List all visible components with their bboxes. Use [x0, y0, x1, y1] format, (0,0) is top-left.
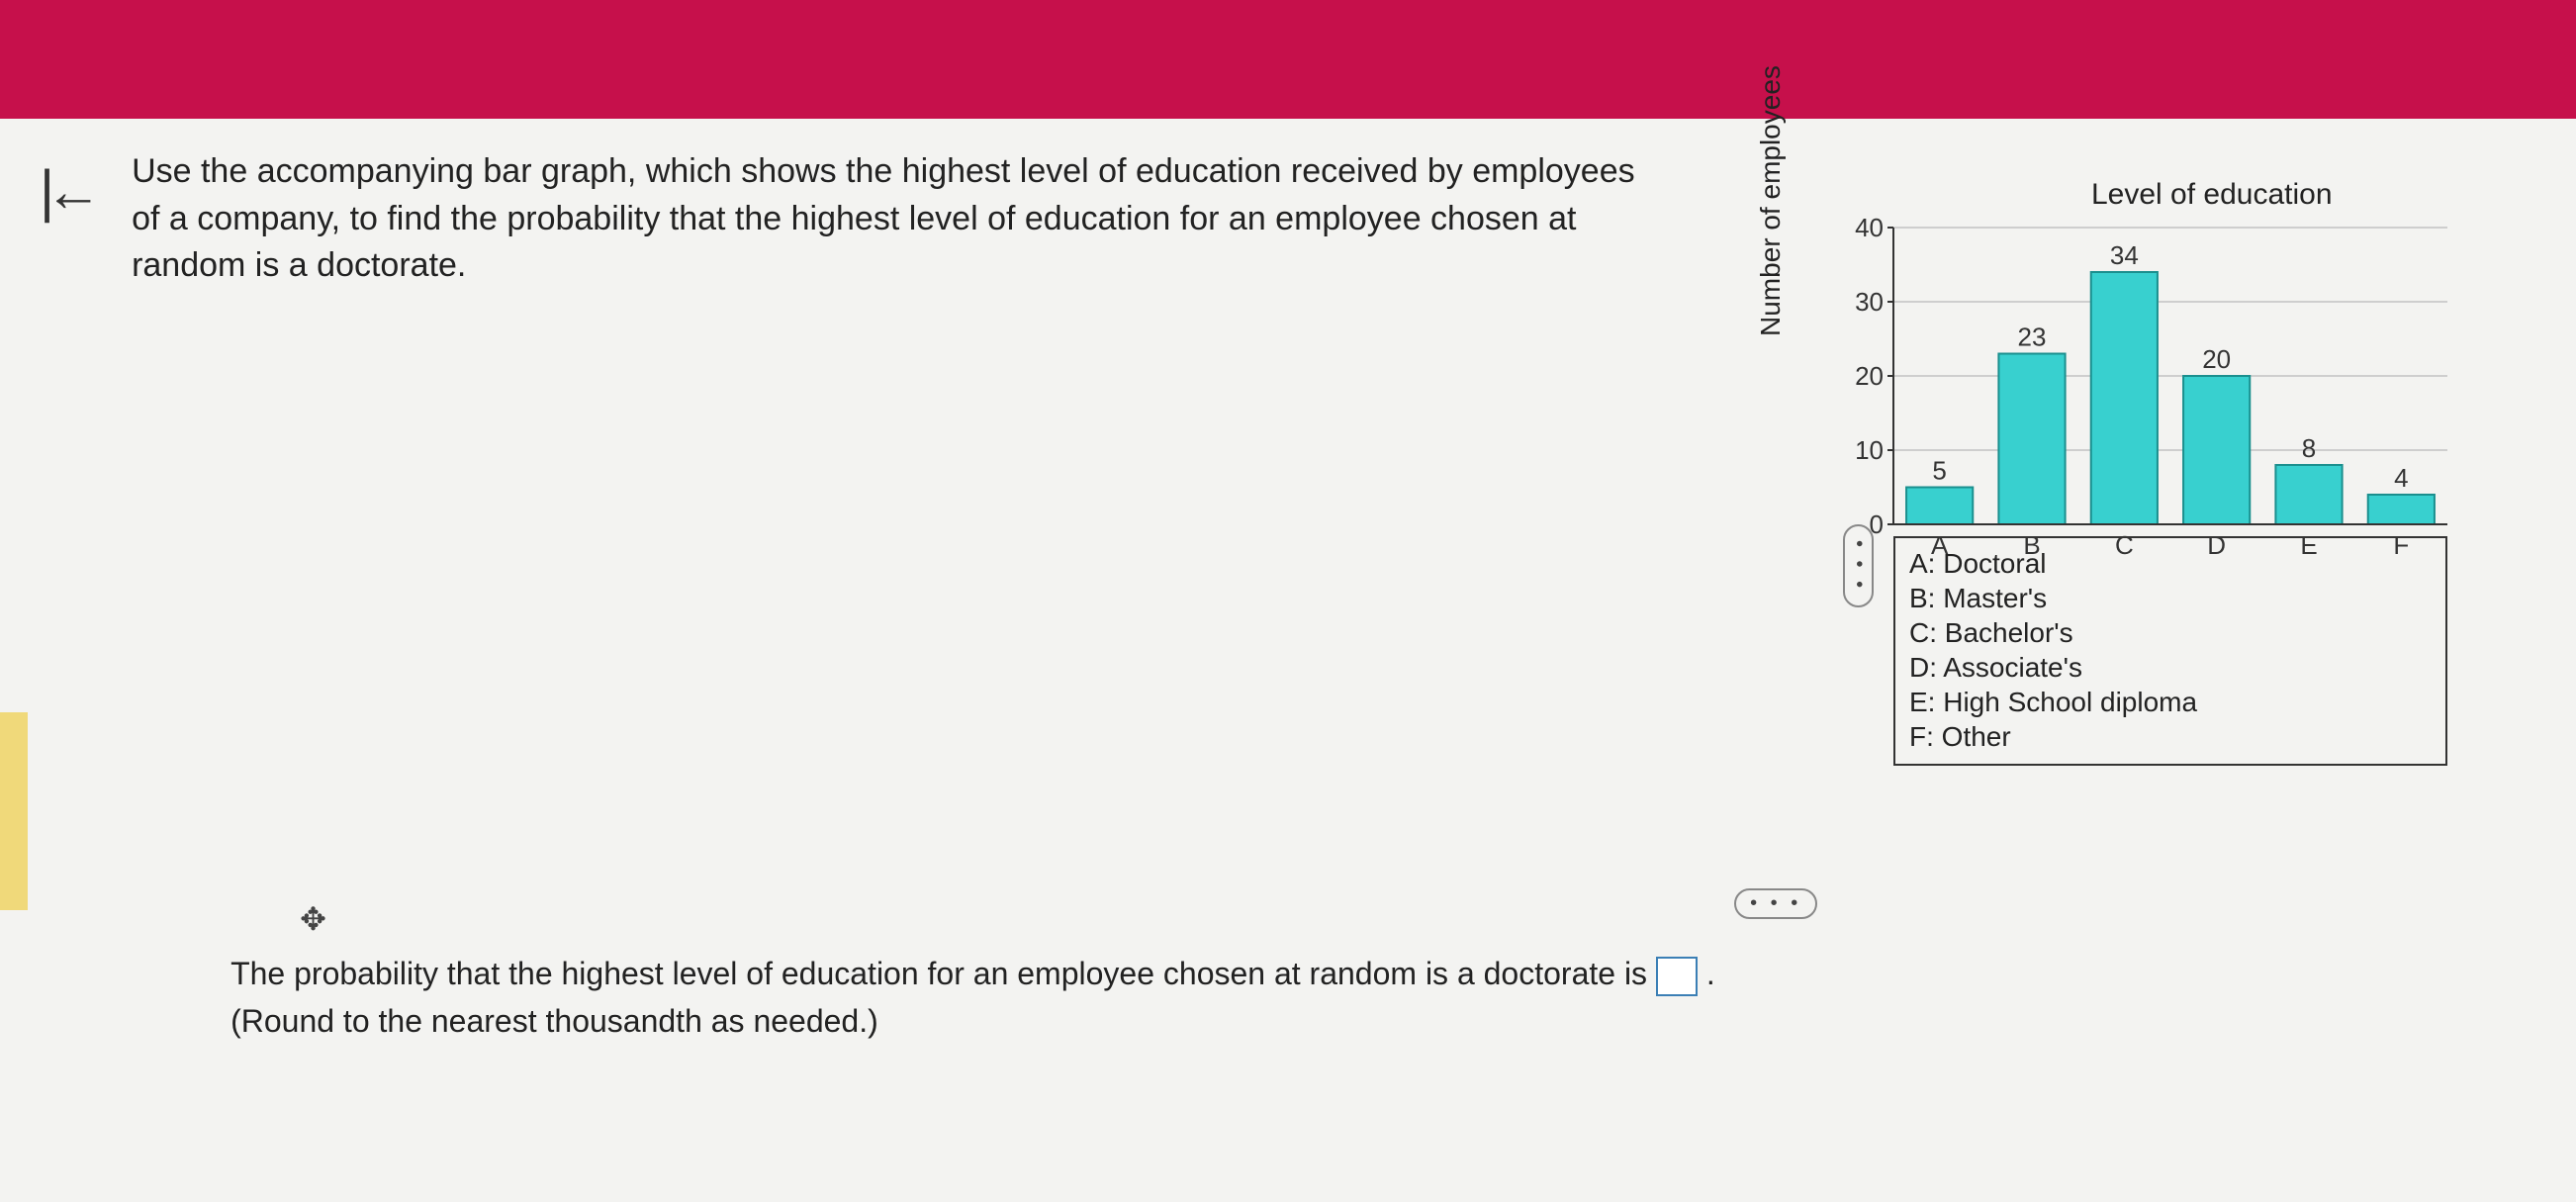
svg-text:4: 4 [2394, 463, 2408, 493]
answer-input[interactable] [1656, 957, 1698, 996]
legend-item: A: Doctoral [1909, 546, 2432, 581]
svg-text:20: 20 [1855, 361, 1884, 391]
question-body: Use the accompanying bar graph, which sh… [132, 148, 2517, 1172]
svg-text:5: 5 [1932, 456, 1946, 486]
legend-item: D: Associate's [1909, 650, 2432, 685]
svg-text:40: 40 [1855, 218, 1884, 242]
legend-item: B: Master's [1909, 581, 2432, 615]
answer-prefix: The probability that the highest level o… [230, 956, 1656, 991]
answer-hint: (Round to the nearest thousandth as need… [230, 1003, 878, 1039]
svg-text:8: 8 [2302, 433, 2316, 463]
answer-suffix: . [1706, 956, 1715, 991]
answer-section: The probability that the highest level o… [230, 950, 1715, 1045]
top-banner [0, 0, 2576, 119]
collapse-back-button[interactable]: |← [40, 158, 92, 1172]
expand-pill-horizontal[interactable]: • • • [1734, 888, 1817, 919]
svg-text:10: 10 [1855, 435, 1884, 465]
svg-text:20: 20 [2202, 344, 2231, 374]
svg-text:23: 23 [2018, 323, 2047, 352]
content-area: |← Use the accompanying bar graph, which… [0, 119, 2576, 1202]
chart-ylabel: Number of employees [1755, 65, 1787, 336]
bar-chart: 0102030405A23B34C20D8E4F [1834, 218, 2507, 574]
chart-svg-wrap: 0102030405A23B34C20D8E4F [1834, 218, 2507, 579]
svg-text:34: 34 [2110, 240, 2139, 270]
legend-item: E: High School diploma [1909, 685, 2432, 719]
question-text: Use the accompanying bar graph, which sh… [132, 148, 1635, 290]
svg-text:30: 30 [1855, 287, 1884, 317]
legend-item: F: Other [1909, 719, 2432, 754]
chart-legend: A: DoctoralB: Master'sC: Bachelor'sD: As… [1893, 536, 2447, 766]
chart-title: Level of education [2091, 178, 2333, 212]
move-handle-icon[interactable]: ✥ [300, 900, 326, 938]
expand-pill-vertical[interactable]: • • • [1843, 524, 1874, 607]
legend-item: C: Bachelor's [1909, 615, 2432, 650]
